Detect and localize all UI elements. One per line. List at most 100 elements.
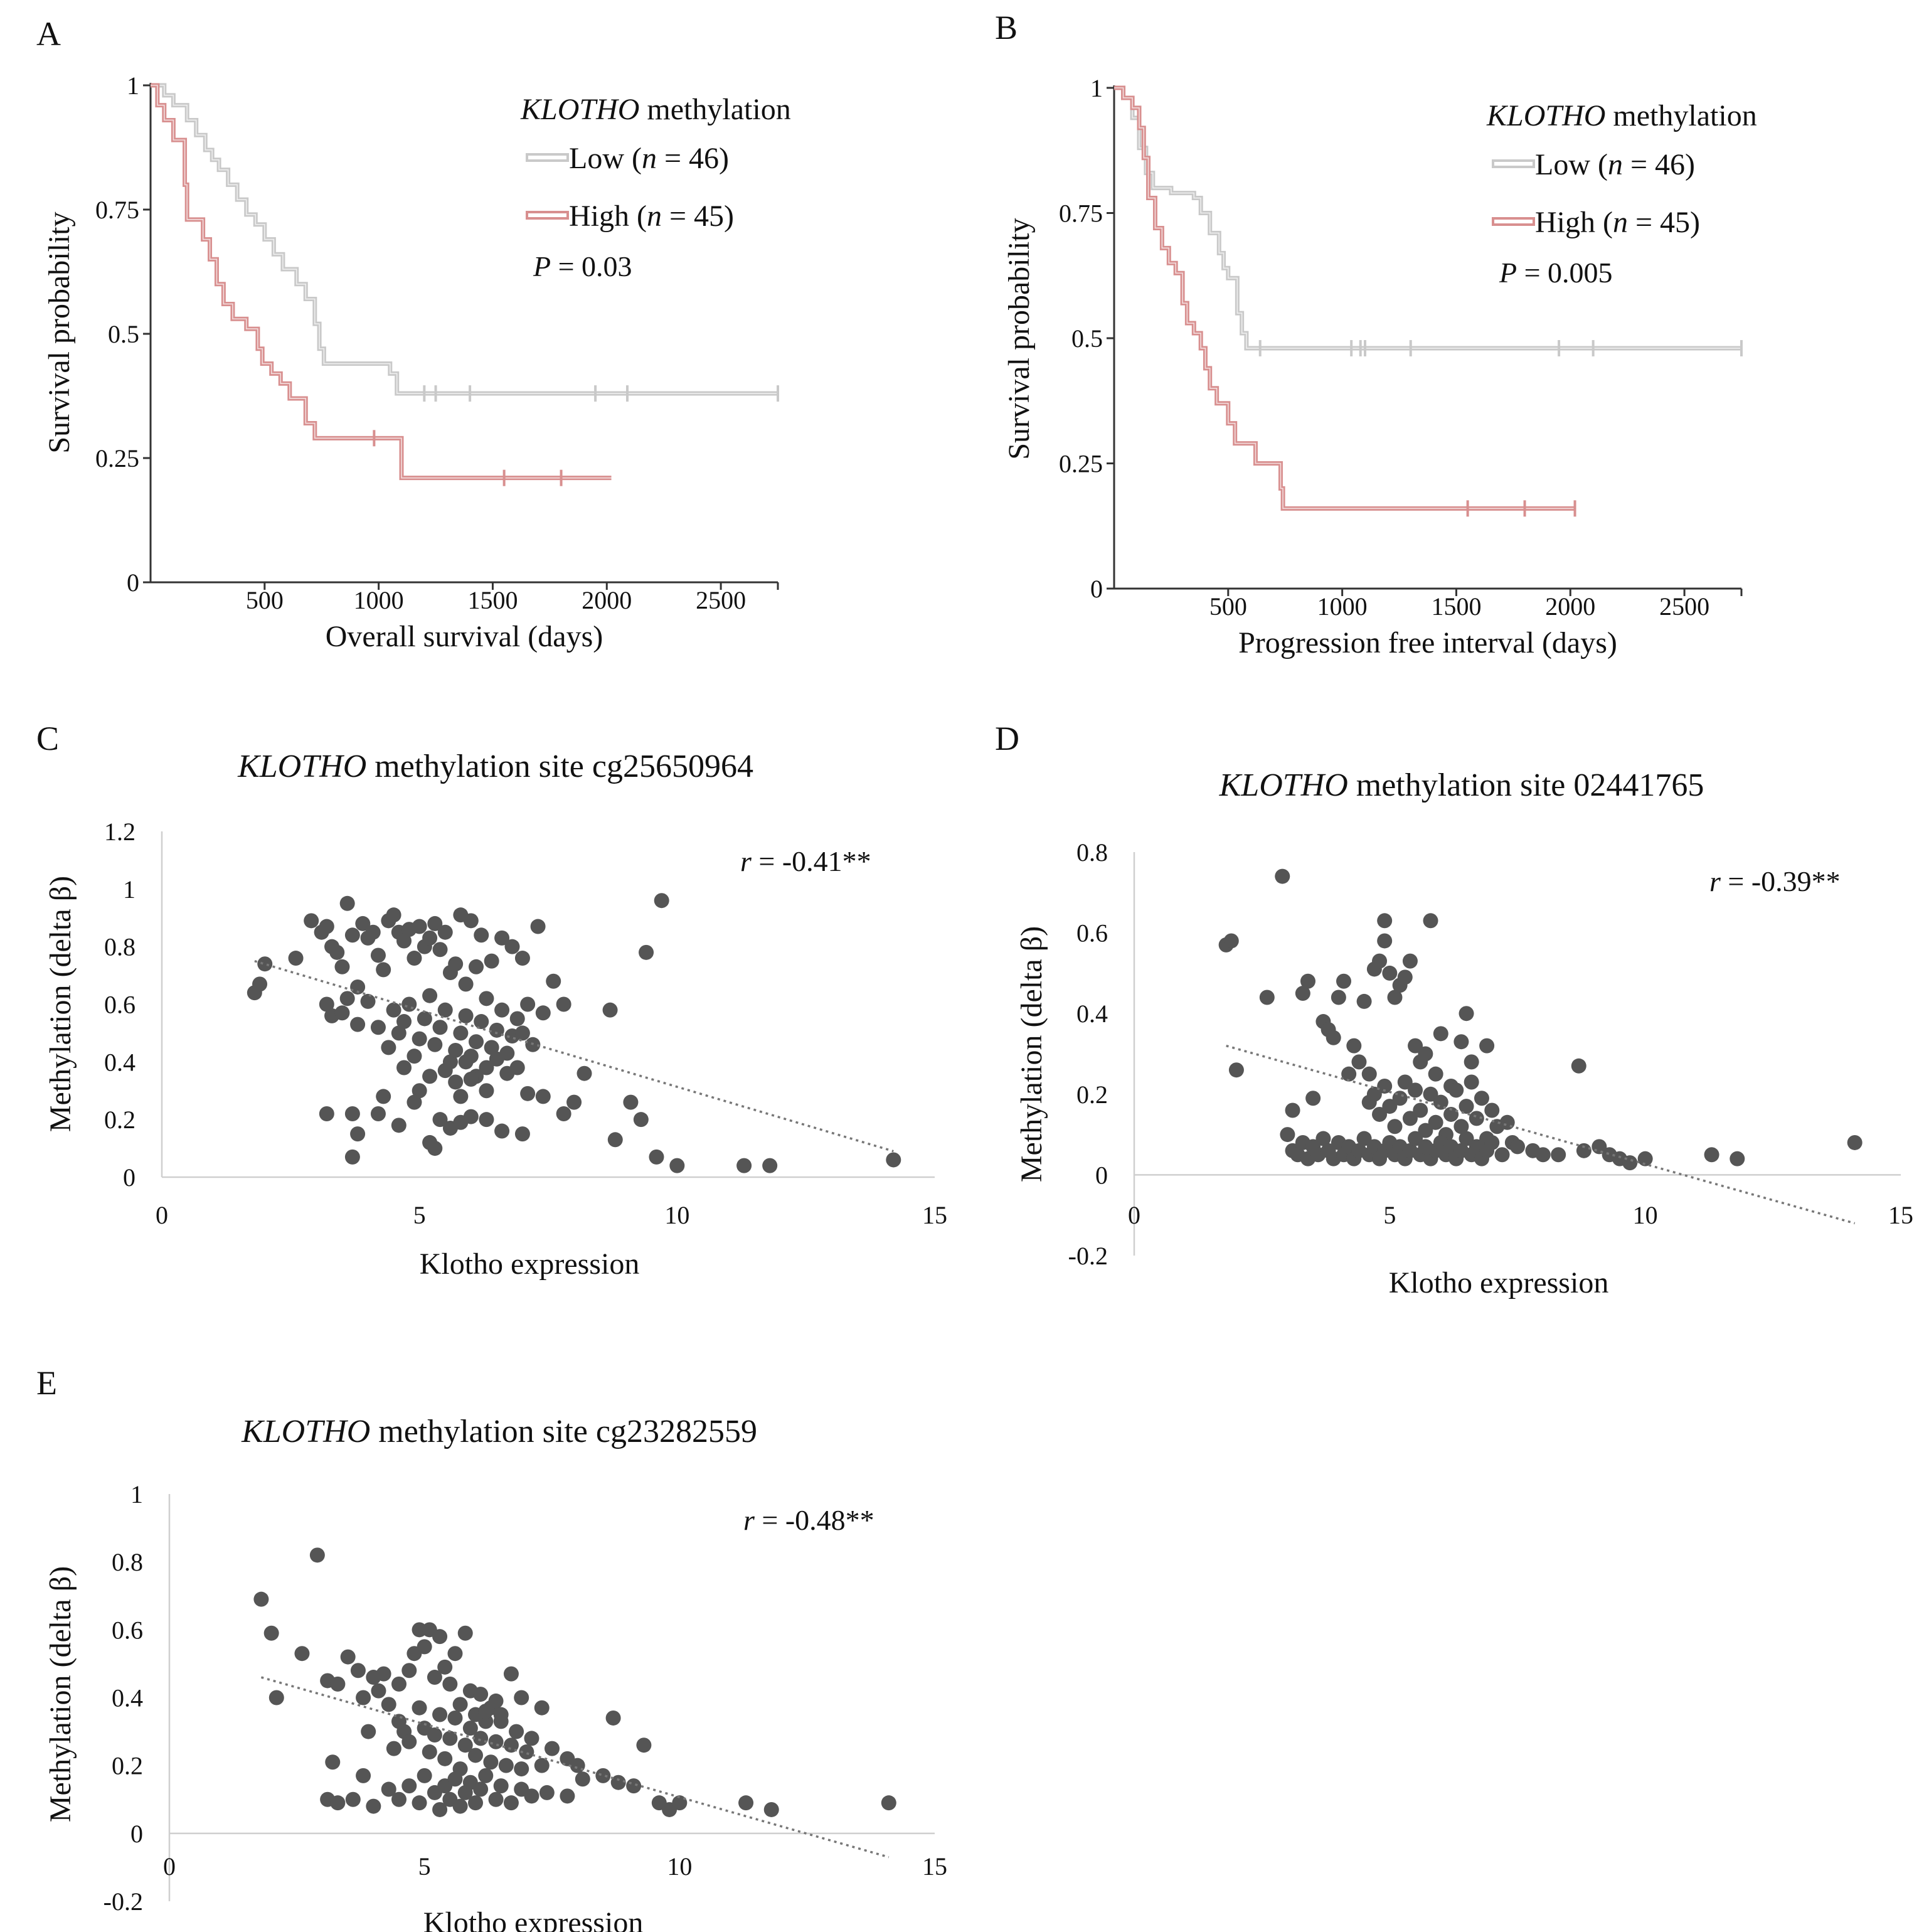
data-point	[1730, 1151, 1745, 1166]
data-point	[412, 1031, 427, 1047]
y-tick-label: 0.75	[1059, 200, 1103, 228]
y-axis-title: Methylation (delta β)	[44, 1566, 77, 1822]
data-point	[493, 1714, 509, 1729]
x-tick-label: 5	[413, 1201, 426, 1229]
data-point	[407, 1049, 422, 1064]
data-point	[1366, 1086, 1382, 1102]
x-axis-title: Overall survival (days)	[326, 620, 603, 653]
data-point	[422, 1744, 437, 1760]
data-point	[530, 919, 546, 934]
data-point	[448, 1074, 464, 1090]
legend-label-text: High (	[569, 200, 647, 233]
y-tick-label: 1	[130, 1480, 143, 1508]
data-point	[1413, 1102, 1428, 1118]
data-point	[381, 1781, 396, 1797]
data-point	[370, 947, 386, 963]
data-point	[479, 1112, 494, 1128]
data-point	[1704, 1147, 1719, 1163]
data-point	[437, 924, 453, 940]
data-point	[473, 1731, 489, 1746]
data-point	[412, 1795, 427, 1811]
y-axis-title: Survival probability	[1002, 218, 1036, 459]
data-point	[1423, 913, 1438, 929]
legend-title-rest: methylation	[639, 93, 790, 126]
data-point	[762, 1158, 778, 1173]
data-point	[1382, 1099, 1398, 1114]
x-tick-label: 10	[667, 1852, 692, 1881]
data-point	[488, 1693, 504, 1709]
data-point	[736, 1158, 752, 1173]
y-tick-label: 0.75	[95, 196, 139, 224]
data-point	[391, 1714, 407, 1729]
panel-label-d: D	[995, 720, 1019, 757]
data-point	[1346, 1038, 1362, 1054]
data-point	[649, 1149, 664, 1165]
y-tick-label: 0.8	[1076, 838, 1108, 867]
y-tick-label: 0.25	[1059, 450, 1103, 478]
data-point	[1453, 1119, 1469, 1134]
data-point	[350, 1017, 366, 1032]
data-point	[329, 944, 345, 960]
x-tick-label: 1500	[467, 586, 518, 614]
y-tick-label: 0	[1095, 1161, 1108, 1189]
data-point	[1408, 1038, 1423, 1054]
x-axis-title: Klotho expression	[420, 1247, 640, 1281]
km-curve-low-highlight	[151, 85, 778, 394]
legend-title: KLOTHO methylation	[520, 93, 791, 126]
data-point	[427, 1727, 442, 1743]
y-tick-label: 0.6	[104, 991, 136, 1019]
data-point	[469, 1034, 484, 1050]
data-point	[1535, 1147, 1551, 1163]
data-point	[1459, 1006, 1474, 1022]
data-point	[412, 919, 427, 934]
data-point	[330, 1795, 346, 1811]
data-point	[1392, 1091, 1408, 1106]
y-tick-label: 0.2	[112, 1752, 143, 1780]
panel-label-a: A	[36, 15, 61, 53]
y-tick-label: 0.4	[112, 1684, 143, 1712]
data-point	[339, 895, 355, 911]
data-point	[1499, 1114, 1515, 1130]
trend-line	[254, 959, 894, 1153]
plot-title: KLOTHO methylation site 02441765	[1219, 767, 1704, 803]
data-point	[1377, 1078, 1393, 1094]
data-point	[361, 1724, 376, 1739]
data-point	[344, 1106, 360, 1121]
data-point	[504, 939, 520, 954]
data-point	[432, 1707, 448, 1722]
data-point	[1361, 1066, 1377, 1082]
panel-label-c: C	[36, 720, 59, 757]
data-point	[478, 1768, 494, 1783]
data-point	[556, 1106, 571, 1121]
data-point	[386, 1002, 401, 1018]
data-point	[432, 1112, 448, 1128]
plot-title-rest: methylation site cg25650964	[366, 749, 753, 784]
data-point	[1464, 1054, 1479, 1070]
x-tick-label: 0	[1128, 1201, 1140, 1229]
data-point	[381, 1040, 396, 1055]
data-point	[479, 1060, 494, 1075]
data-point	[437, 1751, 453, 1766]
data-point	[319, 1106, 334, 1121]
data-point	[626, 1778, 642, 1794]
y-tick-label: -0.2	[1068, 1242, 1108, 1270]
data-point	[442, 1676, 458, 1692]
y-axis-title: Methylation (delta β)	[1015, 926, 1048, 1182]
data-point	[575, 1771, 590, 1787]
data-point	[636, 1737, 652, 1753]
legend-swatch-high	[1492, 217, 1535, 226]
data-point	[566, 1094, 582, 1110]
plot-title: KLOTHO methylation site cg23282559	[241, 1414, 757, 1449]
data-point	[738, 1795, 754, 1811]
data-point	[344, 927, 360, 943]
data-point	[391, 1025, 407, 1041]
y-tick-label: 1	[127, 72, 139, 100]
x-tick-label: 2000	[582, 586, 632, 614]
km-curve-high-highlight	[1114, 87, 1575, 510]
data-point	[1418, 1123, 1433, 1138]
data-point	[503, 1795, 519, 1811]
km-curve-low	[151, 83, 778, 396]
